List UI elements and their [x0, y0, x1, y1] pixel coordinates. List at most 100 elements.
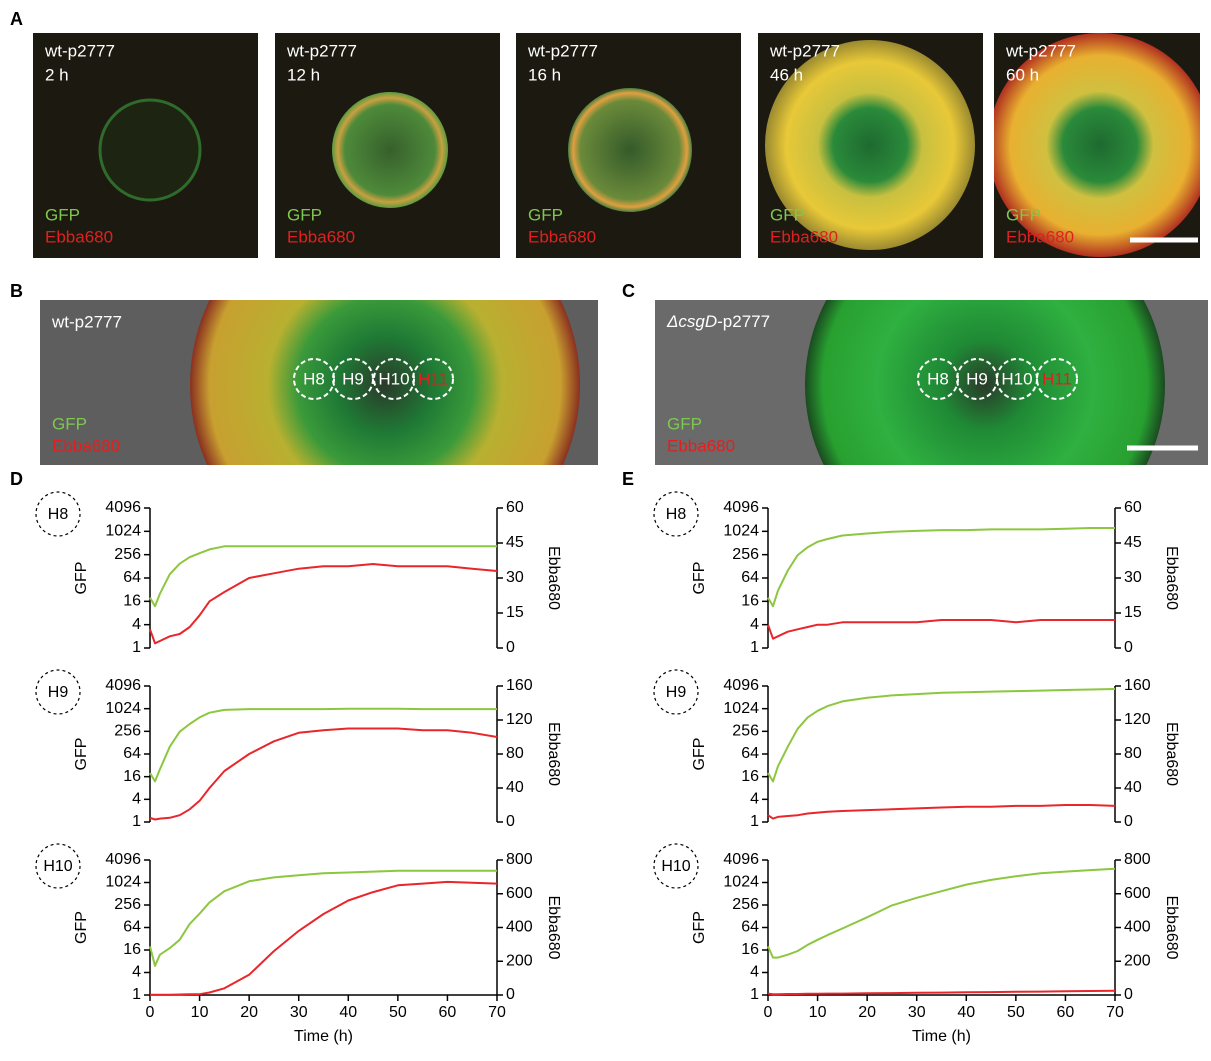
y-tick-label: 16: [123, 941, 141, 958]
strain-label: wt-p2777: [51, 312, 122, 331]
region-label: H8: [48, 506, 69, 523]
y-tick-label: 16: [741, 941, 759, 958]
y-tick-label: 4096: [105, 851, 141, 868]
y-axis-label: GFP: [73, 562, 90, 595]
y2-tick-label: 0: [1124, 639, 1133, 656]
y2-tick-label: 30: [1124, 569, 1142, 586]
y2-tick-label: 400: [506, 919, 533, 936]
y2-tick-label: 80: [506, 745, 524, 762]
region-label: H11: [1042, 369, 1072, 388]
y-tick-label: 4: [750, 964, 759, 981]
y2-tick-label: 160: [1124, 677, 1151, 694]
region-label: H9: [966, 369, 988, 388]
y-tick-label: 4: [750, 616, 759, 633]
x-axis-label: Time (h): [294, 1028, 353, 1045]
y2-tick-label: 200: [506, 952, 533, 969]
y-tick-label: 4: [750, 791, 759, 808]
y2-axis-label: Ebba680: [1163, 546, 1180, 610]
y2-axis-label: Ebba680: [1163, 722, 1180, 786]
x-tick-label: 0: [764, 1004, 773, 1021]
x-tick-label: 60: [1057, 1004, 1075, 1021]
y2-tick-label: 15: [506, 604, 524, 621]
y2-tick-label: 600: [506, 885, 533, 902]
y-tick-label: 4096: [105, 499, 141, 516]
panel-label: B: [10, 281, 23, 301]
strain-label: ΔcsgD-p2777: [666, 312, 770, 331]
y-tick-label: 256: [732, 546, 759, 563]
region-label: H9: [666, 684, 687, 701]
y-tick-label: 4096: [105, 677, 141, 694]
channel-label: Ebba680: [1006, 227, 1074, 246]
y2-axis-label: Ebba680: [545, 895, 562, 959]
y2-tick-label: 0: [506, 639, 515, 656]
y-tick-label: 1: [132, 986, 141, 1003]
data-line: [150, 564, 497, 643]
x-tick-label: 10: [191, 1004, 209, 1021]
y2-tick-label: 800: [1124, 851, 1151, 868]
y-tick-label: 16: [741, 593, 759, 610]
y2-tick-label: 200: [1124, 952, 1151, 969]
y-tick-label: 16: [123, 593, 141, 610]
region-label: H9: [342, 369, 364, 388]
data-line: [150, 882, 497, 995]
channel-label: Ebba680: [287, 227, 355, 246]
y-tick-label: 1024: [105, 523, 141, 540]
data-line: [150, 729, 497, 820]
colony: [568, 88, 692, 212]
y-tick-label: 64: [123, 919, 141, 936]
y-axis-label: GFP: [691, 562, 708, 595]
channel-label: GFP: [528, 205, 563, 224]
data-line: [768, 805, 1115, 819]
region-label: H8: [927, 369, 949, 388]
channel-label: GFP: [667, 414, 702, 433]
data-line: [768, 689, 1115, 781]
y-tick-label: 256: [114, 896, 141, 913]
region-label: H10: [43, 858, 72, 875]
x-tick-label: 40: [957, 1004, 975, 1021]
data-line: [768, 528, 1115, 606]
panel-label: E: [622, 469, 634, 489]
region-label: H10: [661, 858, 690, 875]
channel-label: Ebba680: [770, 227, 838, 246]
time-label: 2 h: [45, 65, 69, 84]
y-tick-label: 4096: [723, 851, 759, 868]
y2-tick-label: 400: [1124, 919, 1151, 936]
y-tick-label: 16: [123, 768, 141, 785]
y-tick-label: 4096: [723, 499, 759, 516]
channel-label: Ebba680: [667, 436, 735, 455]
y-tick-label: 16: [741, 768, 759, 785]
y-tick-label: 4096: [723, 677, 759, 694]
figure: wt-p2777 GFP Ebba680 ΔcsgD-p2777 GFP Ebb…: [0, 0, 1211, 1061]
y2-axis-label: Ebba680: [545, 546, 562, 610]
y2-tick-label: 80: [1124, 745, 1142, 762]
y-tick-label: 64: [123, 745, 141, 762]
data-line: [768, 869, 1115, 958]
y-tick-label: 1: [750, 986, 759, 1003]
region-label: H8: [666, 506, 687, 523]
y-tick-label: 64: [741, 919, 759, 936]
y2-tick-label: 600: [1124, 885, 1151, 902]
data-line: [768, 620, 1115, 639]
x-tick-label: 70: [488, 1004, 506, 1021]
channel-label: GFP: [770, 205, 805, 224]
y-tick-label: 4: [132, 616, 141, 633]
channel-label: GFP: [45, 205, 80, 224]
y-tick-label: 1024: [105, 700, 141, 717]
y2-axis-label: Ebba680: [1163, 895, 1180, 959]
y-tick-label: 4: [132, 964, 141, 981]
strain-label: wt-p2777: [769, 41, 840, 60]
y-tick-label: 1: [132, 639, 141, 656]
y2-tick-label: 0: [506, 813, 515, 830]
x-tick-label: 40: [339, 1004, 357, 1021]
x-tick-label: 0: [146, 1004, 155, 1021]
y2-tick-label: 0: [1124, 813, 1133, 830]
y-tick-label: 256: [732, 723, 759, 740]
strain-italic: ΔcsgD: [666, 312, 717, 331]
y-tick-label: 4: [132, 791, 141, 808]
page: {"panel_labels": ["A", "B", "C", "D", "E…: [0, 0, 1211, 1061]
y2-tick-label: 45: [506, 534, 524, 551]
x-tick-label: 30: [908, 1004, 926, 1021]
x-tick-label: 50: [389, 1004, 407, 1021]
region-label: H8: [303, 369, 325, 388]
y2-tick-label: 45: [1124, 534, 1142, 551]
